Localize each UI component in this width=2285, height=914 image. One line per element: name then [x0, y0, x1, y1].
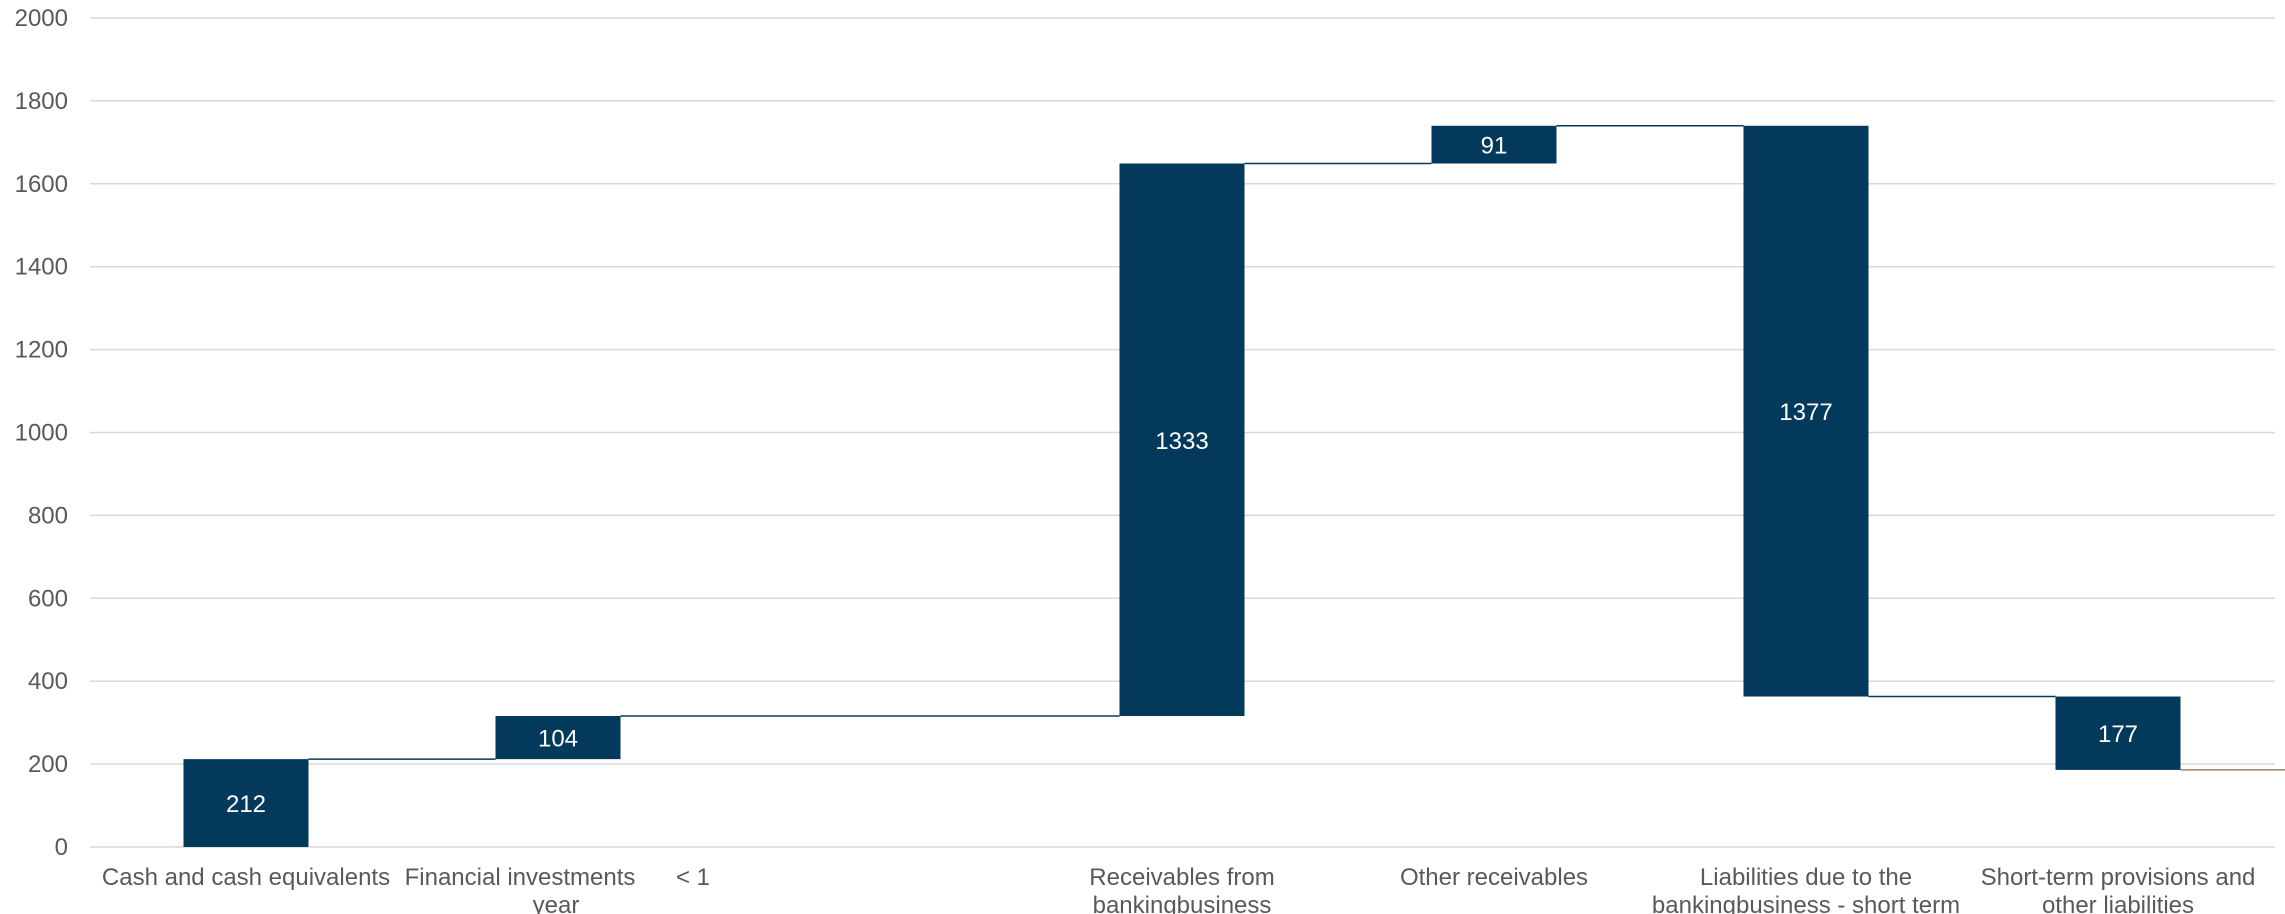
bar [1431, 125, 1557, 164]
x-category-label: < 1 [676, 864, 710, 891]
x-category-label: Financial investments year [405, 864, 636, 914]
x-axis-category-labels: Cash and cash equivalents Financial inves… [102, 864, 2256, 914]
x-category-label: Cash and cash equivalents [102, 864, 390, 891]
bar-value-label: 91 [1481, 133, 1508, 160]
bar [1743, 125, 1869, 697]
y-tick-label: 1200 [15, 337, 68, 364]
y-tick-label: 0 [55, 834, 68, 861]
y-tick-label: 1000 [15, 420, 68, 447]
y-axis-tick-labels: 0 200 400 600 800 1000 1200 1400 1600 1800 2000 [15, 5, 68, 861]
y-tick-label: 1600 [15, 171, 68, 198]
bar-value-label: 212 [226, 791, 266, 818]
bar [495, 716, 621, 760]
x-category-label: Liabilities due to the bankingbusiness - … [1652, 864, 1960, 914]
x-category-label: Short-term provisions and other liabiliti… [1981, 864, 2256, 914]
y-tick-label: 1400 [15, 254, 68, 281]
bar [1119, 163, 1245, 717]
connector-lines [308, 125, 2285, 771]
bars [183, 125, 2181, 847]
y-tick-label: 600 [28, 585, 68, 612]
bar-value-label: 1333 [1155, 428, 1208, 455]
x-category-label: Receivables from bankingbusiness [1089, 864, 1274, 914]
bar [2055, 696, 2181, 770]
y-tick-label: 1800 [15, 88, 68, 115]
bar [183, 759, 309, 847]
y-tick-label: 400 [28, 668, 68, 695]
bar-value-label: 177 [2098, 721, 2138, 748]
y-tick-label: 800 [28, 502, 68, 529]
data-labels: 2121041333911377177186 [226, 133, 2138, 818]
y-tick-label: 200 [28, 751, 68, 778]
x-category-label: Other receivables [1400, 864, 1588, 891]
bar-value-label: 1377 [1779, 399, 1832, 426]
y-tick-label: 2000 [15, 5, 68, 32]
bar-value-label: 104 [538, 726, 578, 753]
